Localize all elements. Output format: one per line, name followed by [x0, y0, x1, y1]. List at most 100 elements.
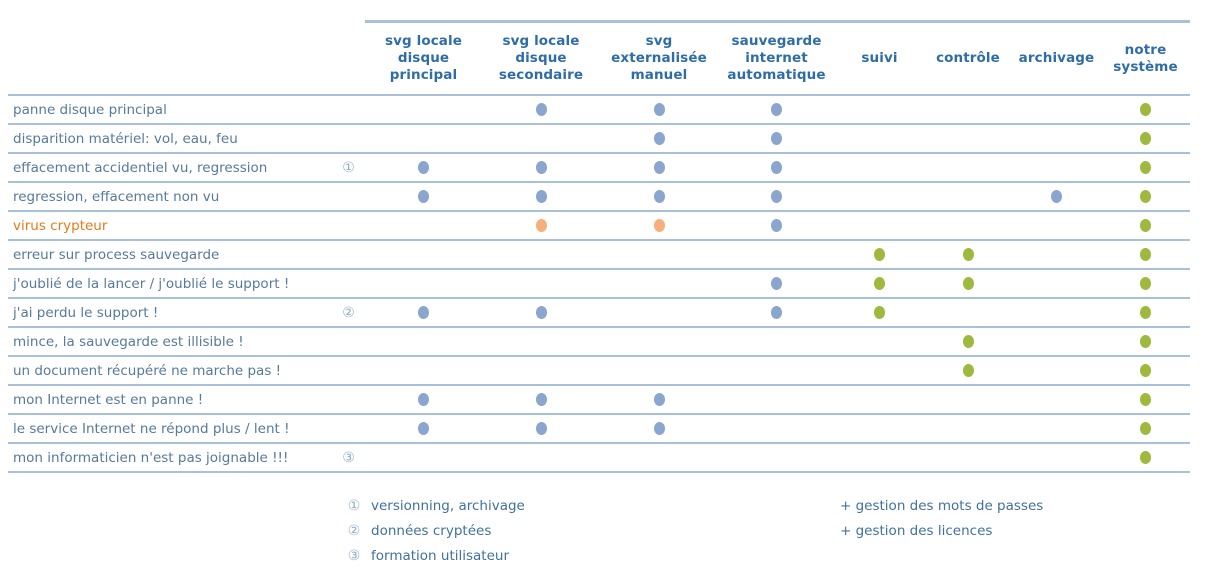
matrix-cell: [718, 154, 835, 181]
matrix-cell: [365, 154, 482, 181]
dot-indicator-blue: [771, 219, 782, 232]
matrix-cell: [365, 328, 482, 355]
matrix-cell: [1012, 212, 1101, 239]
matrix-cell: [835, 328, 924, 355]
matrix-cell: [1101, 96, 1190, 123]
column-header-svg-externalisee-manuel: svg externalisée manuel: [600, 20, 718, 94]
footnote: ② données cryptées: [8, 518, 1190, 543]
matrix-cell: [365, 241, 482, 268]
matrix-cell: [1012, 357, 1101, 384]
matrix-cell: [1012, 270, 1101, 297]
dot-indicator-orange: [535, 219, 547, 232]
row-label: le service Internet ne répond plus / len…: [13, 420, 290, 437]
dot-indicator-green: [962, 248, 974, 261]
matrix-cell: [600, 328, 718, 355]
dot-indicator-blue: [653, 393, 665, 406]
dot-indicator-green: [1140, 161, 1151, 174]
matrix-cell: [835, 386, 924, 413]
row-label: panne disque principal: [13, 101, 167, 118]
matrix-cell: [482, 154, 600, 181]
column-header-controle: contrôle: [924, 20, 1012, 94]
matrix-cell: [924, 415, 1012, 442]
matrix-cell: [718, 96, 835, 123]
matrix-cell: [835, 212, 924, 239]
footnote-text: versionning, archivage: [371, 497, 525, 514]
row-label: regression, effacement non vu: [13, 188, 220, 205]
dot-indicator-blue: [771, 277, 782, 290]
matrix-cell: [1012, 386, 1101, 413]
table-row: j'ai perdu le support ! ②: [8, 299, 1190, 328]
dot-indicator-green: [1140, 103, 1151, 116]
matrix-cell: [718, 183, 835, 210]
matrix-cell: [835, 125, 924, 152]
matrix-cell: [1101, 386, 1190, 413]
matrix-cell: [1101, 125, 1190, 152]
matrix-cell: [718, 357, 835, 384]
matrix-cell: [482, 386, 600, 413]
dot-indicator-blue: [771, 132, 782, 145]
dot-indicator-green: [1140, 190, 1151, 203]
matrix-cell: [835, 299, 924, 326]
footnote-marker: ②: [347, 522, 361, 539]
dot-indicator-green: [1140, 422, 1151, 435]
matrix-cell: [835, 444, 924, 471]
footnote-text: formation utilisateur: [371, 547, 510, 564]
table-row: panne disque principal: [8, 96, 1190, 125]
dot-indicator-blue: [535, 103, 547, 116]
matrix-cell: [600, 299, 718, 326]
footnote-marker: ③: [347, 547, 361, 564]
matrix-cell: [1012, 444, 1101, 471]
matrix-cell: [718, 299, 835, 326]
matrix-cell: [1101, 415, 1190, 442]
dot-indicator-blue: [418, 393, 429, 406]
dot-indicator-blue: [771, 306, 782, 319]
matrix-cell: [365, 444, 482, 471]
matrix-cell: [1012, 328, 1101, 355]
dot-indicator-orange: [653, 219, 665, 232]
matrix-cell: [718, 212, 835, 239]
dot-indicator-green: [1140, 306, 1151, 319]
header-spacer-labels: [8, 20, 332, 94]
matrix-cell: [835, 183, 924, 210]
dot-indicator-green: [1140, 277, 1151, 290]
matrix-cell: [718, 328, 835, 355]
dot-indicator-green: [962, 335, 974, 348]
dot-indicator-blue: [1051, 190, 1062, 203]
matrix-cell: [482, 212, 600, 239]
matrix-cell: [365, 386, 482, 413]
matrix-cell: [1012, 415, 1101, 442]
matrix-cell: [924, 183, 1012, 210]
matrix-cell: [365, 125, 482, 152]
dot-indicator-blue: [418, 161, 429, 174]
matrix-cell: [1012, 96, 1101, 123]
matrix-cell: [365, 299, 482, 326]
matrix-cell: [600, 125, 718, 152]
dot-indicator-blue: [653, 103, 665, 116]
dot-indicator-green: [962, 277, 974, 290]
matrix-cell: [835, 154, 924, 181]
dot-indicator-green: [962, 364, 974, 377]
row-label: erreur sur process sauvegarde: [13, 246, 220, 263]
matrix-cell: [365, 183, 482, 210]
matrix-cell: [1101, 183, 1190, 210]
matrix-cell: [1012, 125, 1101, 152]
matrix-cell: [835, 270, 924, 297]
matrix-cell: [924, 154, 1012, 181]
dot-indicator-blue: [771, 190, 782, 203]
dot-indicator-blue: [418, 422, 429, 435]
matrix-cell: [600, 270, 718, 297]
matrix-cell: [482, 328, 600, 355]
matrix-cell: [600, 444, 718, 471]
dot-indicator-green: [874, 306, 885, 319]
dot-indicator-blue: [653, 422, 665, 435]
extra-features-list: + gestion des mots de passes + gestion de…: [840, 493, 1043, 543]
matrix-cell: [482, 96, 600, 123]
row-label: effacement accidentiel vu, regression: [13, 159, 268, 176]
row-label: mon informaticien n'est pas joignable !!…: [13, 449, 289, 466]
matrix-cell: [924, 299, 1012, 326]
matrix-cell: [365, 96, 482, 123]
matrix-cell: [924, 328, 1012, 355]
dot-indicator-green: [1140, 364, 1151, 377]
matrix-cell: [924, 444, 1012, 471]
matrix-cell: [1101, 328, 1190, 355]
